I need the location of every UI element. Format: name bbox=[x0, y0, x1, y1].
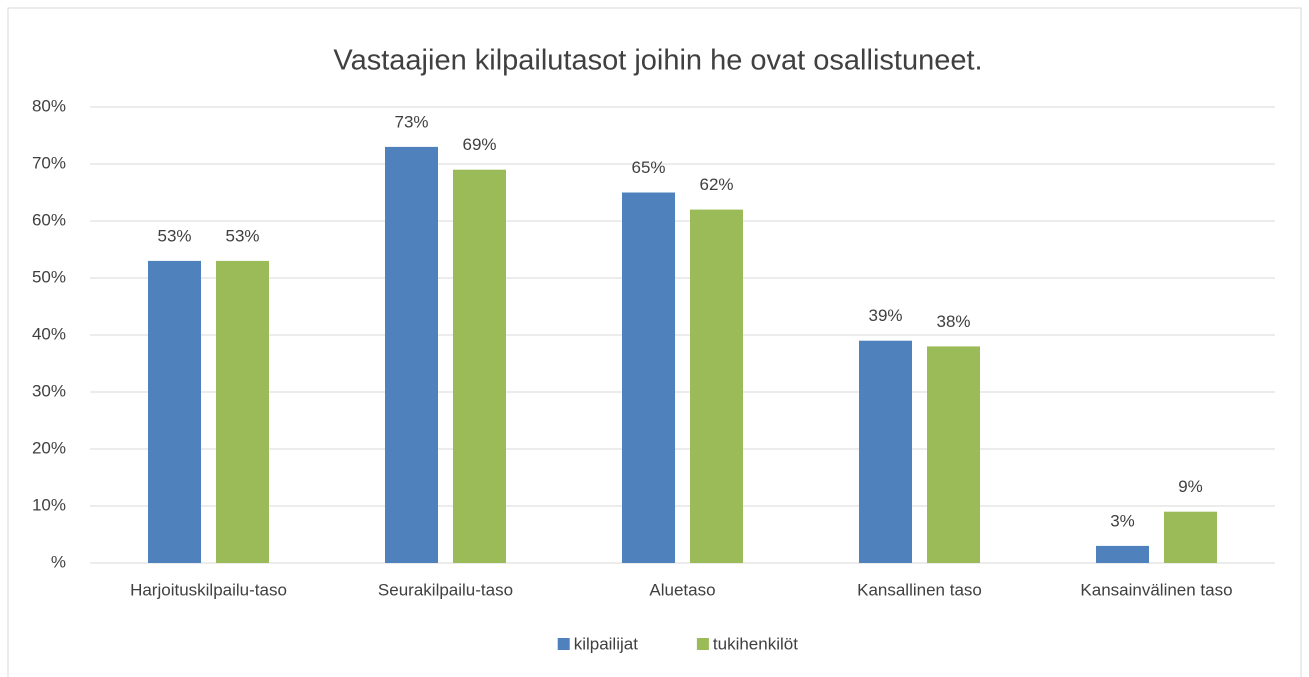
bar bbox=[453, 169, 506, 563]
legend-label: kilpailijat bbox=[574, 634, 639, 653]
x-tick-label: Kansallinen taso bbox=[857, 580, 982, 599]
bar bbox=[148, 260, 201, 563]
bar bbox=[927, 346, 980, 563]
bar bbox=[1096, 545, 1149, 563]
data-label: 53% bbox=[225, 226, 259, 245]
data-label: 62% bbox=[699, 175, 733, 194]
data-label: 9% bbox=[1178, 477, 1203, 496]
bar bbox=[216, 260, 269, 563]
y-tick-label: 40% bbox=[32, 324, 66, 343]
data-label: 73% bbox=[394, 112, 428, 131]
y-tick-label: 70% bbox=[32, 153, 66, 172]
legend-label: tukihenkilöt bbox=[713, 634, 798, 653]
bar bbox=[859, 340, 912, 563]
bar bbox=[690, 209, 743, 563]
y-tick-label: 50% bbox=[32, 267, 66, 286]
x-tick-label: Kansainvälinen taso bbox=[1080, 580, 1232, 599]
y-tick-label: % bbox=[51, 552, 66, 571]
data-label: 3% bbox=[1110, 511, 1135, 530]
bar bbox=[1164, 511, 1217, 563]
data-label: 39% bbox=[868, 306, 902, 325]
y-tick-label: 10% bbox=[32, 495, 66, 514]
y-tick-label: 30% bbox=[32, 381, 66, 400]
y-tick-label: 20% bbox=[32, 438, 66, 457]
x-tick-label: Seurakilpailu-taso bbox=[378, 580, 513, 599]
bar bbox=[622, 192, 675, 563]
data-label: 53% bbox=[157, 226, 191, 245]
data-label: 38% bbox=[936, 312, 970, 331]
chart-title: Vastaajien kilpailutasot joihin he ovat … bbox=[333, 45, 982, 77]
y-tick-label: 60% bbox=[32, 210, 66, 229]
x-tick-label: Harjoituskilpailu-taso bbox=[130, 580, 287, 599]
bar bbox=[385, 146, 438, 563]
data-label: 69% bbox=[462, 135, 496, 154]
data-label: 65% bbox=[631, 158, 665, 177]
y-tick-label: 80% bbox=[32, 96, 66, 115]
legend-swatch bbox=[696, 638, 709, 650]
x-tick-label: Aluetaso bbox=[649, 580, 715, 599]
legend-swatch bbox=[557, 638, 570, 650]
